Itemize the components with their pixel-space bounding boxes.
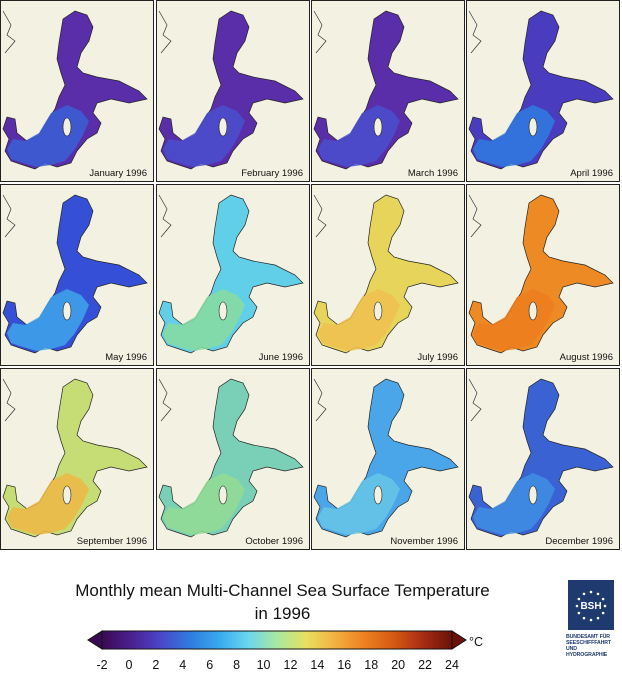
month-label: December 1996 — [545, 536, 613, 547]
month-panel: January 1996 — [0, 0, 154, 182]
month-label: August 1996 — [559, 352, 613, 363]
logo-star-ring — [575, 590, 607, 622]
logo-text: BSH — [580, 601, 601, 612]
month-panel: June 1996 — [156, 184, 310, 366]
month-label: October 1996 — [245, 536, 303, 547]
gotland-island — [218, 485, 228, 505]
norway-coastline — [158, 378, 172, 422]
norway-coastline — [2, 194, 16, 238]
norway-coastline — [468, 194, 482, 238]
logo-line2: SEESCHIFFFAHRT — [566, 640, 612, 646]
colorbar-tick-label: 12 — [284, 658, 298, 672]
colorbar-tick-label: 8 — [233, 658, 240, 672]
colorbar-tick-label: -2 — [96, 658, 107, 672]
sst-monthly-map-grid: January 1996 February 1996 March 1996 April… — [0, 0, 620, 550]
month-panel: April 1996 — [466, 0, 620, 182]
month-panel: October 1996 — [156, 368, 310, 550]
sst-map — [313, 10, 459, 170]
gotland-island — [62, 117, 72, 137]
colorbar-tick-label: 0 — [125, 658, 132, 672]
sst-map — [313, 378, 459, 538]
bsh-logo: BSH — [568, 580, 614, 630]
month-label: May 1996 — [105, 352, 147, 363]
colorbar-tick-label: 14 — [310, 658, 324, 672]
month-label: September 1996 — [76, 536, 147, 547]
colorbar-min-arrow — [87, 630, 103, 650]
colorbar-tick-label: 10 — [257, 658, 271, 672]
gotland-island — [373, 301, 383, 321]
norway-coastline — [313, 194, 327, 238]
gotland-island — [218, 117, 228, 137]
month-panel: March 1996 — [311, 0, 465, 182]
norway-coastline — [158, 10, 172, 54]
gotland-island — [62, 485, 72, 505]
norway-coastline — [313, 378, 327, 422]
sst-map — [313, 194, 459, 354]
colorbar-tick-label: 4 — [179, 658, 186, 672]
norway-coastline — [468, 10, 482, 54]
colorbar-tick-label: 20 — [391, 658, 405, 672]
norway-coastline — [468, 378, 482, 422]
gotland-island — [528, 117, 538, 137]
colorbar-tick-label: 16 — [337, 658, 351, 672]
sst-map — [158, 194, 304, 354]
month-panel: December 1996 — [466, 368, 620, 550]
month-panel: May 1996 — [0, 184, 154, 366]
norway-coastline — [158, 194, 172, 238]
colorbar-max-arrow — [451, 630, 467, 650]
month-panel: February 1996 — [156, 0, 310, 182]
colorbar-tick-label: 6 — [206, 658, 213, 672]
logo-line1: BUNDESAMT FÜR — [566, 634, 610, 640]
month-panel: August 1996 — [466, 184, 620, 366]
figure-title-year: in 1996 — [254, 604, 311, 623]
colorbar-tick-label: 24 — [445, 658, 459, 672]
colorbar-bar — [101, 630, 453, 650]
gotland-island — [528, 485, 538, 505]
sst-map — [158, 10, 304, 170]
month-panel: November 1996 — [311, 368, 465, 550]
colorbar-tick-label: 18 — [364, 658, 378, 672]
colorbar-ticks: -2 0 2 4 6 8 10 12 14 16 18 20 22 24 — [96, 658, 459, 672]
norway-coastline — [313, 10, 327, 54]
gotland-island — [62, 301, 72, 321]
month-label: March 1996 — [407, 168, 458, 179]
norway-coastline — [2, 378, 16, 422]
sst-map — [2, 10, 148, 170]
sst-map — [2, 194, 148, 354]
month-panel: July 1996 — [311, 184, 465, 366]
colorbar-tick-label: 2 — [152, 658, 159, 672]
logo-line4: HYDROGRAPHIE — [566, 652, 608, 658]
month-label: January 1996 — [89, 168, 147, 179]
sst-map — [158, 378, 304, 538]
norway-coastline — [2, 10, 16, 54]
gotland-island — [373, 117, 383, 137]
sst-map — [468, 10, 614, 170]
temperature-colorbar: °C -2 0 2 4 6 8 10 12 14 16 18 20 22 24 — [87, 630, 483, 672]
sst-map — [2, 378, 148, 538]
sst-map — [468, 378, 614, 538]
month-panel: September 1996 — [0, 368, 154, 550]
colorbar-tick-label: 22 — [418, 658, 432, 672]
gotland-island — [528, 301, 538, 321]
gotland-island — [373, 485, 383, 505]
logo-line3: UND — [566, 646, 577, 652]
month-label: July 1996 — [417, 352, 458, 363]
month-label: April 1996 — [570, 168, 613, 179]
month-label: June 1996 — [258, 352, 303, 363]
figure-title: Monthly mean Multi-Channel Sea Surface T… — [75, 581, 490, 600]
month-label: November 1996 — [390, 536, 458, 547]
sst-map — [468, 194, 614, 354]
gotland-island — [218, 301, 228, 321]
colorbar-unit: °C — [469, 635, 483, 649]
month-label: February 1996 — [241, 168, 303, 179]
